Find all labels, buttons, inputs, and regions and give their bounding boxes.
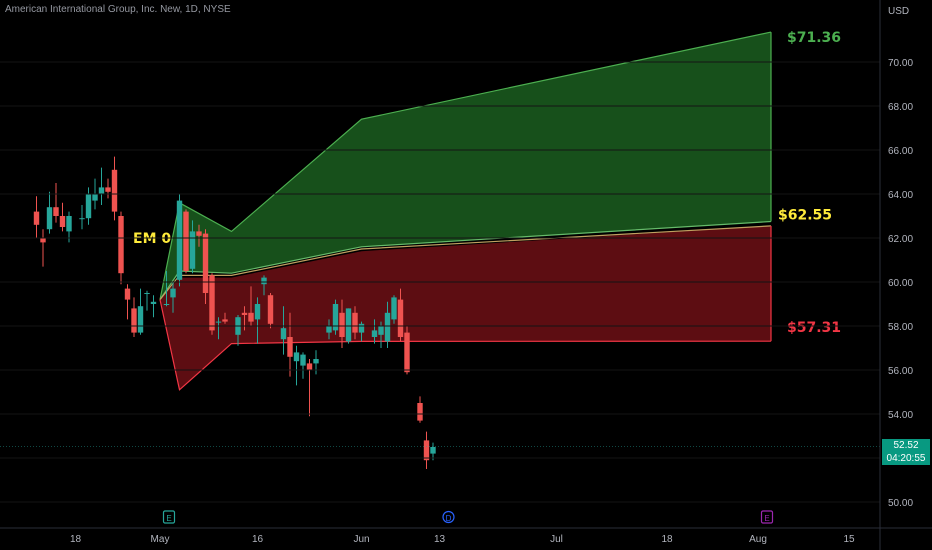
candle-body [92, 194, 98, 201]
time-tick-label: Jul [550, 534, 563, 545]
time-tick-label: 18 [70, 534, 82, 545]
candle-body [417, 403, 423, 421]
last-price-tag: 52.52 [882, 439, 930, 452]
time-tick-label: 18 [661, 534, 673, 545]
candle-body [358, 323, 365, 333]
price-tick-label: 64.00 [888, 190, 913, 201]
candle-body [345, 308, 352, 342]
candle-body [248, 312, 254, 322]
earnings-marker [760, 510, 774, 524]
candle-body [59, 216, 66, 227]
candle-body [176, 200, 183, 280]
symbol-title: American International Group, Inc. New, … [5, 4, 231, 15]
candle-body [111, 169, 118, 212]
candle-body [384, 312, 391, 342]
dividend-marker [442, 510, 455, 524]
candle-body [66, 216, 72, 232]
price-tick-label: 50.00 [888, 498, 913, 509]
time-tick-label: 16 [252, 534, 264, 545]
candle-body [79, 218, 85, 220]
candle-body [46, 207, 53, 230]
candle-body [378, 326, 384, 335]
candle-body [293, 352, 300, 362]
price-tick-label: 62.00 [888, 234, 913, 245]
price-tick-label: 56.00 [888, 366, 913, 377]
candle-body [163, 304, 170, 305]
candle-body [33, 211, 40, 225]
candle-body [241, 312, 248, 315]
candle-body [222, 319, 228, 322]
candle-body [306, 363, 313, 370]
lower-band-label: $57.31 [787, 320, 841, 336]
candle-body [397, 299, 404, 337]
earnings-marker [162, 510, 176, 524]
candle-body [287, 337, 293, 357]
candle-body [118, 216, 124, 274]
price-tick-label: 58.00 [888, 322, 913, 333]
expected-move-bands [159, 31, 772, 391]
time-tick-label: 13 [434, 534, 446, 545]
time-axis[interactable]: 18 May 16 Jun 13 Jul 18 Aug 15 [0, 527, 932, 545]
candle-body [215, 321, 222, 323]
candle-body [267, 295, 274, 324]
candle-body [261, 277, 267, 285]
price-tick-label: 70.00 [888, 58, 913, 69]
candle-body [202, 233, 209, 293]
time-tick-label: Aug [749, 534, 767, 545]
candle-body [150, 301, 157, 304]
candle-body [105, 187, 111, 192]
candle-body [183, 211, 189, 271]
candle-body [254, 304, 261, 320]
candle-body [196, 231, 202, 236]
upper-band-label: $71.36 [787, 30, 841, 46]
candle-body [300, 354, 306, 366]
time-tick-label: May [151, 534, 170, 545]
candle-body [280, 328, 287, 340]
candle-body [137, 306, 144, 333]
candle-body [371, 330, 378, 337]
candle-body [209, 275, 215, 331]
center-band-label: $62.55 [778, 208, 832, 224]
candle-body [131, 308, 137, 333]
lower-band-fill [160, 225, 771, 390]
candle-body [144, 293, 150, 294]
candle-body [332, 304, 339, 331]
price-tick-label: 68.00 [888, 102, 913, 113]
bar-countdown: 04:20:55 [882, 452, 930, 465]
price-tick-label: 60.00 [888, 278, 913, 289]
candle-body [40, 238, 46, 243]
em-label: EM 0 [133, 231, 171, 247]
event-marker-letter: D [446, 514, 452, 523]
band-labels: $71.36 $62.55 $57.31 EM 0 [133, 30, 841, 336]
event-marker-letter: E [166, 514, 171, 523]
candle-body [404, 332, 410, 373]
candle-body [98, 187, 105, 194]
upper-band-line [159, 31, 772, 300]
candle-body [326, 326, 332, 333]
lower-band-line [159, 299, 772, 391]
currency-label[interactable]: USD [888, 6, 910, 17]
upper-band-fill [160, 32, 771, 300]
candle-body [53, 207, 59, 216]
price-tick-label: 66.00 [888, 146, 913, 157]
candle-body [189, 231, 196, 269]
candlestick-series [33, 156, 436, 469]
candle-body [430, 447, 436, 454]
candle-body [170, 288, 176, 298]
time-tick-label: 15 [843, 534, 855, 545]
candle-body [339, 312, 345, 337]
price-tick-label: 54.00 [888, 410, 913, 421]
candle-body [85, 194, 92, 219]
candle-body [313, 359, 319, 364]
candle-body [352, 312, 358, 333]
event-marker-letter: E [764, 514, 769, 523]
time-tick-label: Jun [353, 534, 369, 545]
candle-body [124, 288, 131, 300]
candle-body [391, 297, 397, 320]
candle-body [423, 440, 430, 461]
